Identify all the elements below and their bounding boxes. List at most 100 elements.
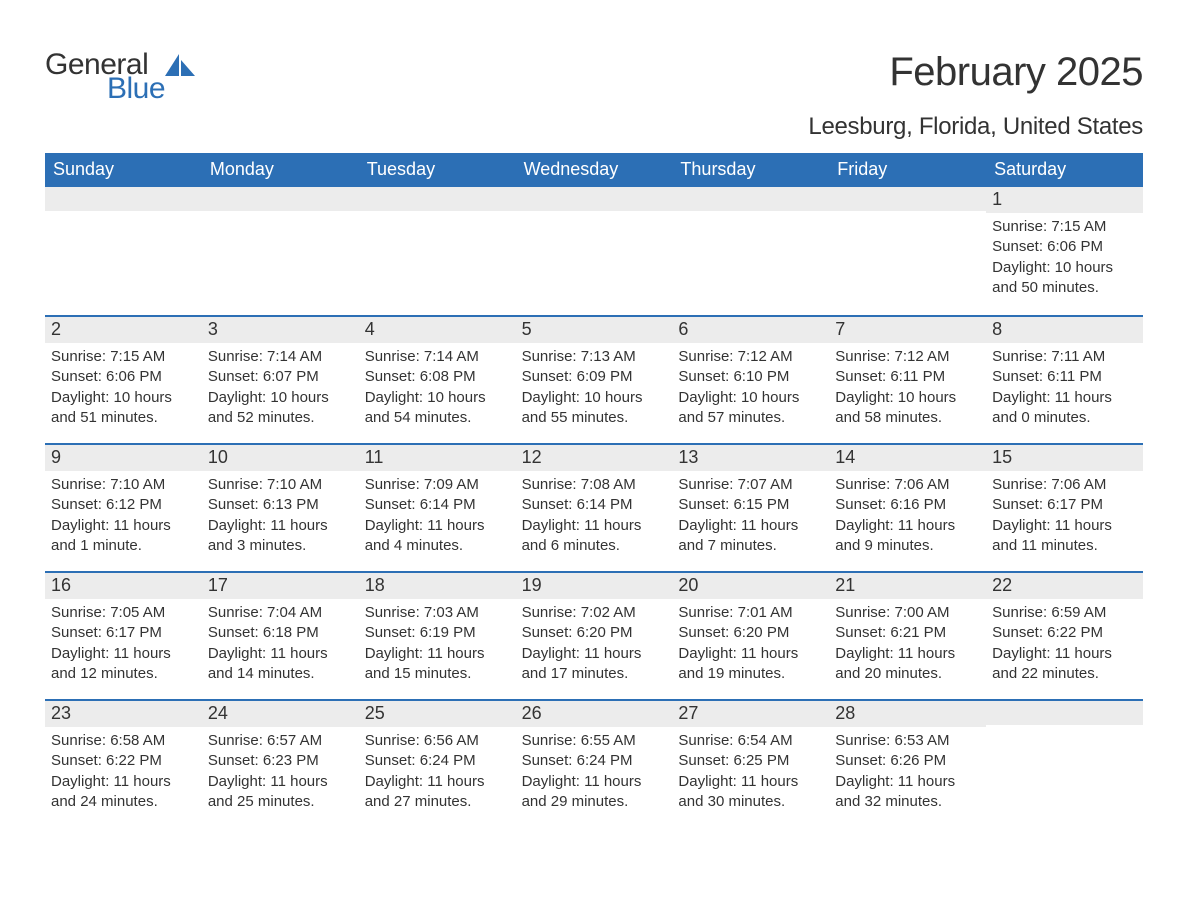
day-body: Sunrise: 6:53 AMSunset: 6:26 PMDaylight:…: [829, 727, 986, 822]
day-number: 9: [45, 445, 202, 471]
day-cell: 14Sunrise: 7:06 AMSunset: 6:16 PMDayligh…: [829, 445, 986, 571]
day-body: Sunrise: 6:56 AMSunset: 6:24 PMDaylight:…: [359, 727, 516, 822]
daylight-text: Daylight: 11 hours and 0 minutes.: [992, 388, 1137, 429]
day-body: Sunrise: 7:10 AMSunset: 6:12 PMDaylight:…: [45, 471, 202, 566]
week-row: 9Sunrise: 7:10 AMSunset: 6:12 PMDaylight…: [45, 443, 1143, 571]
sunset-text: Sunset: 6:09 PM: [522, 367, 667, 387]
day-body: [829, 211, 986, 225]
day-cell: 22Sunrise: 6:59 AMSunset: 6:22 PMDayligh…: [986, 573, 1143, 699]
day-body: Sunrise: 7:12 AMSunset: 6:11 PMDaylight:…: [829, 343, 986, 438]
daylight-text: Daylight: 11 hours and 30 minutes.: [678, 772, 823, 813]
day-body: [986, 725, 1143, 739]
week-row: 1Sunrise: 7:15 AMSunset: 6:06 PMDaylight…: [45, 187, 1143, 315]
daylight-text: Daylight: 11 hours and 25 minutes.: [208, 772, 353, 813]
day-body: Sunrise: 7:11 AMSunset: 6:11 PMDaylight:…: [986, 343, 1143, 438]
daylight-text: Daylight: 11 hours and 27 minutes.: [365, 772, 510, 813]
sunrise-text: Sunrise: 7:03 AM: [365, 603, 510, 623]
daylight-text: Daylight: 11 hours and 11 minutes.: [992, 516, 1137, 557]
weekday-header-row: Sunday Monday Tuesday Wednesday Thursday…: [45, 153, 1143, 187]
weekday-header-cell: Wednesday: [516, 153, 673, 187]
week-row: 23Sunrise: 6:58 AMSunset: 6:22 PMDayligh…: [45, 699, 1143, 827]
day-cell: 16Sunrise: 7:05 AMSunset: 6:17 PMDayligh…: [45, 573, 202, 699]
day-body: Sunrise: 7:10 AMSunset: 6:13 PMDaylight:…: [202, 471, 359, 566]
sunrise-text: Sunrise: 6:53 AM: [835, 731, 980, 751]
sunset-text: Sunset: 6:18 PM: [208, 623, 353, 643]
day-number: 6: [672, 317, 829, 343]
day-cell: [45, 187, 202, 315]
sunset-text: Sunset: 6:21 PM: [835, 623, 980, 643]
daylight-text: Daylight: 11 hours and 14 minutes.: [208, 644, 353, 685]
day-number: 5: [516, 317, 673, 343]
day-cell: 4Sunrise: 7:14 AMSunset: 6:08 PMDaylight…: [359, 317, 516, 443]
sunset-text: Sunset: 6:14 PM: [365, 495, 510, 515]
day-cell: 28Sunrise: 6:53 AMSunset: 6:26 PMDayligh…: [829, 701, 986, 827]
day-cell: 23Sunrise: 6:58 AMSunset: 6:22 PMDayligh…: [45, 701, 202, 827]
day-cell: 15Sunrise: 7:06 AMSunset: 6:17 PMDayligh…: [986, 445, 1143, 571]
day-cell: [359, 187, 516, 315]
logo-text-blue: Blue: [107, 74, 165, 104]
daylight-text: Daylight: 11 hours and 29 minutes.: [522, 772, 667, 813]
day-body: Sunrise: 7:09 AMSunset: 6:14 PMDaylight:…: [359, 471, 516, 566]
day-number: 4: [359, 317, 516, 343]
sunrise-text: Sunrise: 7:10 AM: [51, 475, 196, 495]
day-number: 17: [202, 573, 359, 599]
day-number: [516, 187, 673, 211]
sunrise-text: Sunrise: 7:01 AM: [678, 603, 823, 623]
calendar: Sunday Monday Tuesday Wednesday Thursday…: [45, 153, 1143, 827]
sunset-text: Sunset: 6:17 PM: [992, 495, 1137, 515]
location-subtitle: Leesburg, Florida, United States: [808, 113, 1143, 141]
day-cell: 25Sunrise: 6:56 AMSunset: 6:24 PMDayligh…: [359, 701, 516, 827]
sunset-text: Sunset: 6:20 PM: [678, 623, 823, 643]
weeks-container: 1Sunrise: 7:15 AMSunset: 6:06 PMDaylight…: [45, 187, 1143, 827]
sunrise-text: Sunrise: 6:59 AM: [992, 603, 1137, 623]
day-number: 19: [516, 573, 673, 599]
day-cell: [672, 187, 829, 315]
day-number: 14: [829, 445, 986, 471]
daylight-text: Daylight: 11 hours and 15 minutes.: [365, 644, 510, 685]
sunrise-text: Sunrise: 7:05 AM: [51, 603, 196, 623]
day-body: Sunrise: 6:55 AMSunset: 6:24 PMDaylight:…: [516, 727, 673, 822]
sunrise-text: Sunrise: 7:06 AM: [992, 475, 1137, 495]
sunset-text: Sunset: 6:06 PM: [51, 367, 196, 387]
daylight-text: Daylight: 10 hours and 50 minutes.: [992, 258, 1137, 299]
day-number: [829, 187, 986, 211]
sunrise-text: Sunrise: 7:12 AM: [678, 347, 823, 367]
day-body: Sunrise: 6:58 AMSunset: 6:22 PMDaylight:…: [45, 727, 202, 822]
day-body: Sunrise: 7:05 AMSunset: 6:17 PMDaylight:…: [45, 599, 202, 694]
day-number: [672, 187, 829, 211]
daylight-text: Daylight: 10 hours and 58 minutes.: [835, 388, 980, 429]
day-cell: 10Sunrise: 7:10 AMSunset: 6:13 PMDayligh…: [202, 445, 359, 571]
logo-text: General Blue: [45, 50, 165, 104]
daylight-text: Daylight: 11 hours and 17 minutes.: [522, 644, 667, 685]
day-cell: [516, 187, 673, 315]
day-cell: 7Sunrise: 7:12 AMSunset: 6:11 PMDaylight…: [829, 317, 986, 443]
day-cell: 13Sunrise: 7:07 AMSunset: 6:15 PMDayligh…: [672, 445, 829, 571]
day-cell: 1Sunrise: 7:15 AMSunset: 6:06 PMDaylight…: [986, 187, 1143, 315]
sunset-text: Sunset: 6:24 PM: [522, 751, 667, 771]
sunset-text: Sunset: 6:11 PM: [835, 367, 980, 387]
day-body: Sunrise: 6:57 AMSunset: 6:23 PMDaylight:…: [202, 727, 359, 822]
sunset-text: Sunset: 6:14 PM: [522, 495, 667, 515]
day-body: Sunrise: 7:01 AMSunset: 6:20 PMDaylight:…: [672, 599, 829, 694]
week-row: 16Sunrise: 7:05 AMSunset: 6:17 PMDayligh…: [45, 571, 1143, 699]
day-body: [672, 211, 829, 225]
sunrise-text: Sunrise: 6:54 AM: [678, 731, 823, 751]
day-number: 20: [672, 573, 829, 599]
day-body: Sunrise: 6:59 AMSunset: 6:22 PMDaylight:…: [986, 599, 1143, 694]
day-body: Sunrise: 7:06 AMSunset: 6:17 PMDaylight:…: [986, 471, 1143, 566]
day-body: [516, 211, 673, 225]
daylight-text: Daylight: 11 hours and 7 minutes.: [678, 516, 823, 557]
day-body: [359, 211, 516, 225]
weekday-header-cell: Thursday: [672, 153, 829, 187]
day-cell: 21Sunrise: 7:00 AMSunset: 6:21 PMDayligh…: [829, 573, 986, 699]
daylight-text: Daylight: 11 hours and 20 minutes.: [835, 644, 980, 685]
sunset-text: Sunset: 6:26 PM: [835, 751, 980, 771]
day-cell: 6Sunrise: 7:12 AMSunset: 6:10 PMDaylight…: [672, 317, 829, 443]
sail-icon: [165, 54, 199, 85]
day-number: 21: [829, 573, 986, 599]
sunset-text: Sunset: 6:12 PM: [51, 495, 196, 515]
weekday-header-cell: Sunday: [45, 153, 202, 187]
day-cell: 18Sunrise: 7:03 AMSunset: 6:19 PMDayligh…: [359, 573, 516, 699]
sunrise-text: Sunrise: 7:09 AM: [365, 475, 510, 495]
day-number: 24: [202, 701, 359, 727]
